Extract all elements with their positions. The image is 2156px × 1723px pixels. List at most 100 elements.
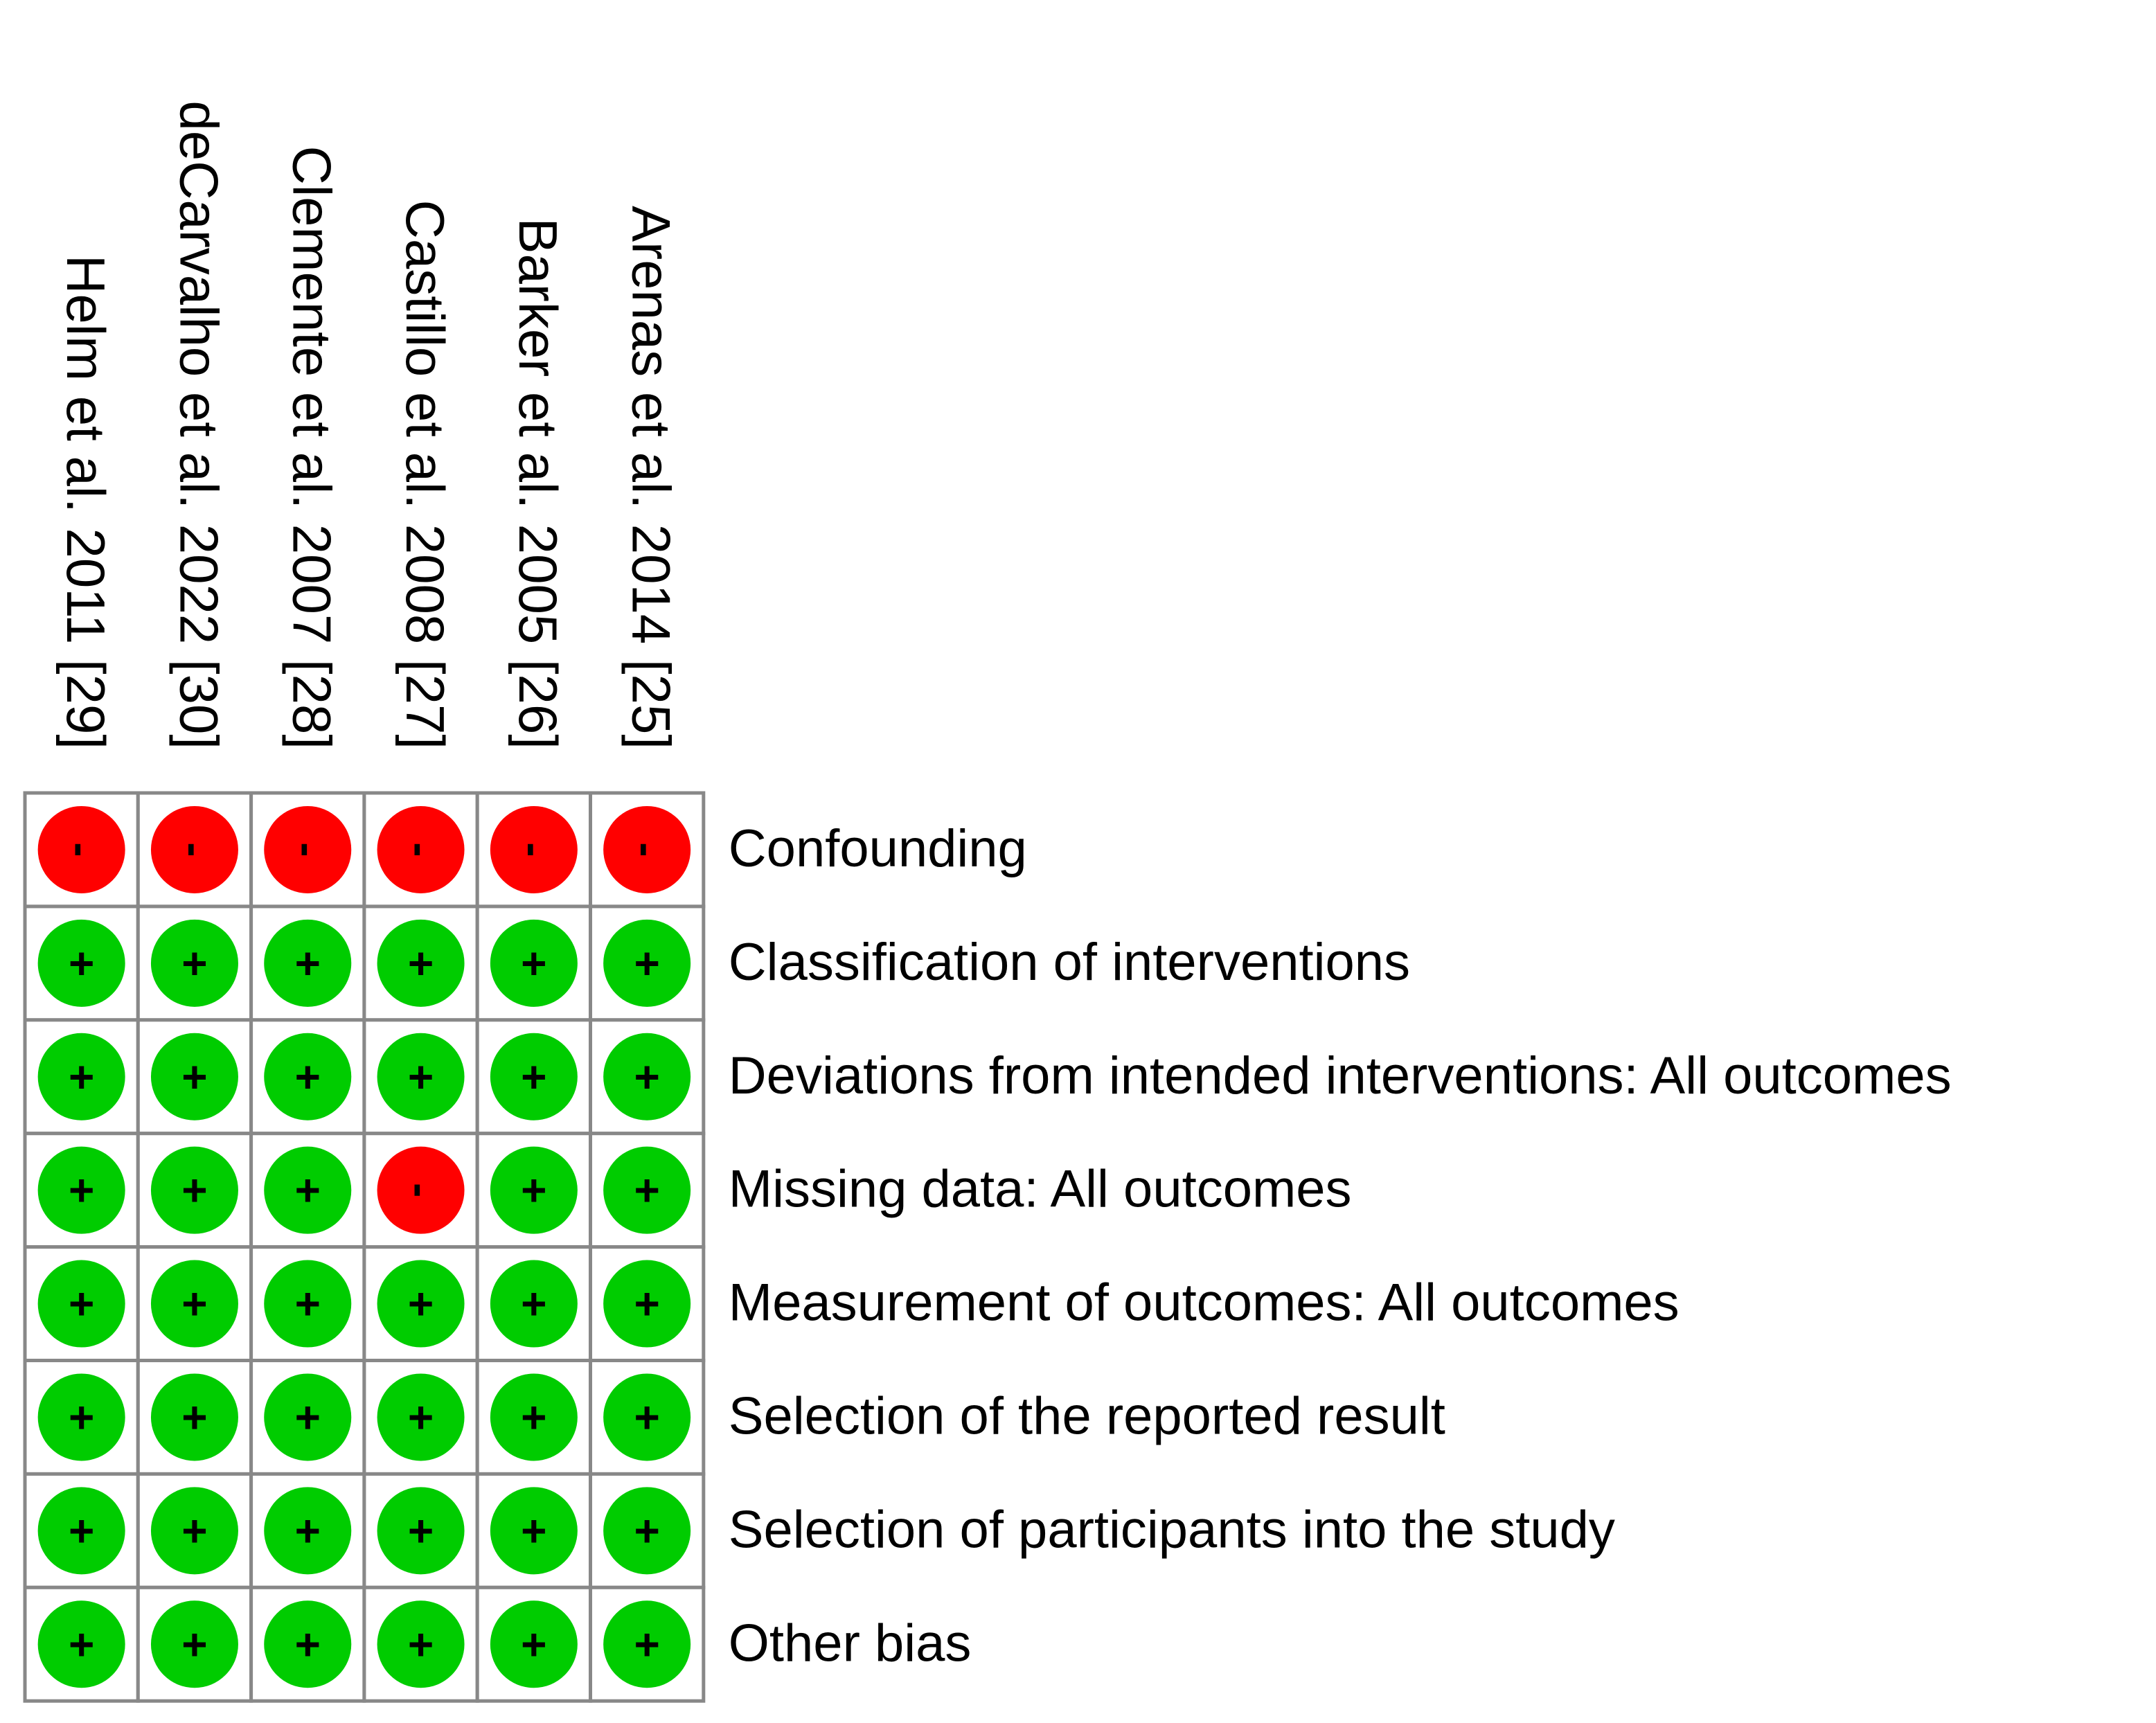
judgement-symbol: + bbox=[408, 1052, 434, 1102]
judgement-dot bbox=[603, 1033, 691, 1121]
domain-label: Confounding bbox=[729, 819, 1027, 878]
judgement-dot bbox=[264, 1146, 352, 1234]
judgement-dot bbox=[150, 919, 238, 1007]
judgement-symbol: + bbox=[181, 1052, 207, 1102]
judgement-dot bbox=[37, 1487, 125, 1575]
judgement-symbol: + bbox=[69, 1279, 94, 1329]
judgement-dot bbox=[264, 1260, 352, 1348]
judgement-symbol: + bbox=[408, 1506, 434, 1555]
judgement-dot bbox=[37, 919, 125, 1007]
judgement-dot bbox=[377, 805, 465, 893]
judgement-symbol: + bbox=[69, 1506, 94, 1555]
judgement-dot bbox=[603, 1146, 691, 1234]
judgement-dot bbox=[37, 805, 125, 893]
judgement-symbol: - bbox=[170, 842, 220, 857]
judgement-symbol: + bbox=[634, 938, 659, 988]
judgement-symbol: + bbox=[521, 1392, 546, 1442]
judgement-symbol: + bbox=[295, 1166, 321, 1215]
domain-label: Selection of participants into the study bbox=[729, 1500, 1615, 1559]
judgement-dot bbox=[490, 1373, 578, 1461]
judgement-symbol: + bbox=[295, 1052, 321, 1102]
judgement-symbol: + bbox=[69, 1052, 94, 1102]
judgement-dot bbox=[603, 919, 691, 1007]
judgement-symbol: + bbox=[521, 938, 546, 988]
judgement-symbol: + bbox=[69, 1166, 94, 1215]
judgement-dot bbox=[603, 1260, 691, 1348]
judgement-dot bbox=[37, 1146, 125, 1234]
judgement-symbol: + bbox=[295, 1279, 321, 1329]
study-label: Helm et al. 2011 [29] bbox=[55, 255, 116, 749]
judgement-dot bbox=[603, 1600, 691, 1688]
judgement-symbol: - bbox=[283, 842, 332, 857]
judgement-dot bbox=[264, 1600, 352, 1688]
judgement-symbol: + bbox=[634, 1392, 659, 1442]
domain-label: Classification of interventions bbox=[729, 933, 1410, 992]
study-label: Castillo et al. 2008 [27] bbox=[395, 200, 456, 749]
judgement-dot bbox=[377, 919, 465, 1007]
study-label: Clemente et al. 2007 [28] bbox=[282, 145, 343, 749]
domain-label: Deviations from intended interventions: … bbox=[729, 1046, 1952, 1105]
judgement-symbol: + bbox=[521, 1279, 546, 1329]
judgement-dot bbox=[150, 1487, 238, 1575]
judgement-dot bbox=[490, 1033, 578, 1121]
judgement-symbol: - bbox=[57, 842, 107, 857]
judgement-symbol: + bbox=[295, 1392, 321, 1442]
judgement-symbol: - bbox=[622, 842, 672, 857]
judgement-dot bbox=[490, 1146, 578, 1234]
judgement-symbol: + bbox=[408, 1392, 434, 1442]
judgement-symbol: + bbox=[408, 938, 434, 988]
domain-label: Missing data: All outcomes bbox=[729, 1160, 1352, 1219]
judgement-symbol: + bbox=[408, 1619, 434, 1669]
study-label: deCarvalho et al. 2022 [30] bbox=[168, 100, 229, 749]
judgement-symbol: + bbox=[181, 1279, 207, 1329]
judgement-symbol: + bbox=[295, 1506, 321, 1555]
judgement-symbol: + bbox=[521, 1506, 546, 1555]
judgement-dot bbox=[150, 1146, 238, 1234]
judgement-dot bbox=[377, 1260, 465, 1348]
study-label: Arenas et al. 2014 [25] bbox=[621, 206, 682, 749]
judgement-symbol: + bbox=[408, 1279, 434, 1329]
judgement-symbol: + bbox=[521, 1619, 546, 1669]
judgement-symbol: + bbox=[181, 1166, 207, 1215]
study-label: Barker et al. 2005 [26] bbox=[508, 218, 569, 749]
judgement-dot bbox=[490, 1487, 578, 1575]
judgement-symbol: + bbox=[295, 938, 321, 988]
judgement-dot bbox=[603, 1487, 691, 1575]
judgement-symbol: + bbox=[634, 1166, 659, 1215]
judgement-dot bbox=[490, 919, 578, 1007]
judgement-symbol: + bbox=[634, 1506, 659, 1555]
judgement-dot bbox=[490, 1260, 578, 1348]
judgement-dot bbox=[264, 1487, 352, 1575]
judgement-dot bbox=[490, 1600, 578, 1688]
domain-label: Selection of the reported result bbox=[729, 1387, 1445, 1446]
judgement-dot bbox=[150, 1600, 238, 1688]
judgement-dot bbox=[264, 1373, 352, 1461]
judgement-symbol: + bbox=[181, 1506, 207, 1555]
judgement-dot bbox=[150, 1260, 238, 1348]
judgement-symbol: + bbox=[295, 1619, 321, 1669]
judgement-dot bbox=[603, 805, 691, 893]
judgement-dot bbox=[37, 1033, 125, 1121]
judgement-symbol: + bbox=[521, 1052, 546, 1102]
judgement-symbol: + bbox=[634, 1279, 659, 1329]
judgement-symbol: - bbox=[396, 1183, 446, 1197]
judgement-symbol: - bbox=[509, 842, 559, 857]
judgement-symbol: + bbox=[69, 1392, 94, 1442]
judgement-symbol: + bbox=[69, 938, 94, 988]
domain-label: Other bias bbox=[729, 1614, 972, 1672]
judgement-dot bbox=[150, 805, 238, 893]
judgement-dot bbox=[37, 1600, 125, 1688]
judgement-dot bbox=[150, 1373, 238, 1461]
judgement-symbol: + bbox=[634, 1619, 659, 1669]
domain-label: Measurement of outcomes: All outcomes bbox=[729, 1274, 1680, 1332]
judgement-dot bbox=[37, 1260, 125, 1348]
judgement-dot bbox=[377, 1600, 465, 1688]
judgement-dot bbox=[264, 919, 352, 1007]
judgement-dot bbox=[264, 805, 352, 893]
judgement-symbol: - bbox=[396, 842, 446, 857]
judgement-symbol: + bbox=[634, 1052, 659, 1102]
judgement-symbol: + bbox=[69, 1619, 94, 1669]
judgement-dot bbox=[377, 1146, 465, 1234]
